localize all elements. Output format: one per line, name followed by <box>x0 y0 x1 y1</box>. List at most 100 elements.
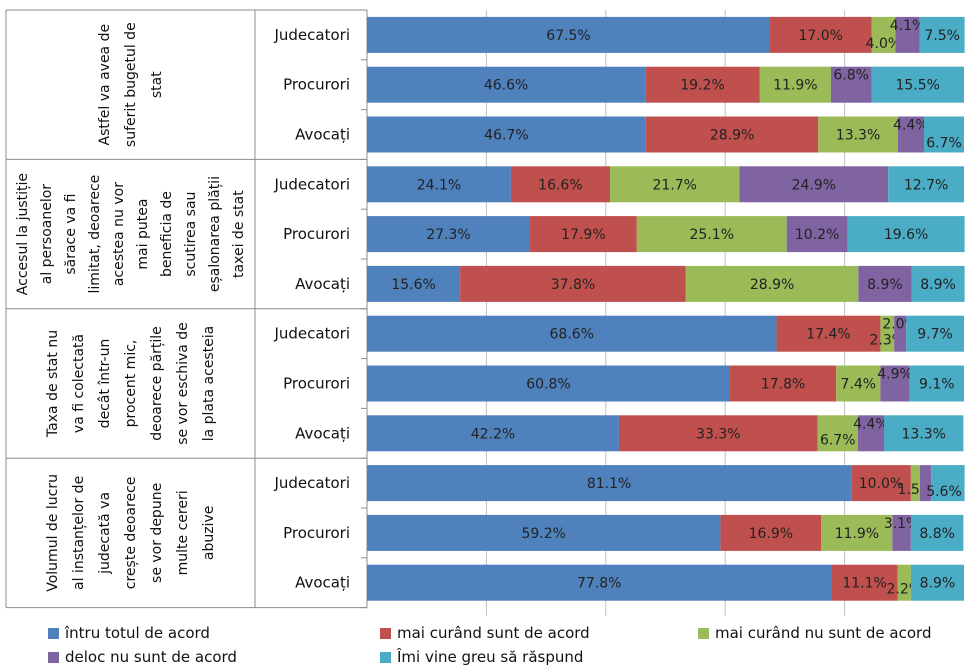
bar-segment <box>897 116 925 153</box>
data-label: 8.9% <box>920 576 956 592</box>
bar-segment <box>897 564 911 601</box>
group-label-line: acestea nu vor <box>111 182 127 286</box>
category-label: Avocați <box>295 275 350 293</box>
data-label: 4.1% <box>890 18 926 34</box>
data-label: 17.0% <box>798 28 842 44</box>
data-label: 67.5% <box>546 28 590 44</box>
group-label-line: Accesul la justiție <box>15 173 31 295</box>
bar-segment <box>367 116 646 153</box>
bar-segment <box>510 166 610 203</box>
bar-segment <box>759 66 831 103</box>
legend-label: mai curând sunt de acord <box>397 624 590 642</box>
group-label-line: sărace va fi <box>63 194 79 275</box>
data-label: 15.5% <box>895 78 939 94</box>
data-label: 12.7% <box>904 177 948 193</box>
category-label: Avocați <box>295 126 350 144</box>
data-label: 8.8% <box>919 526 955 542</box>
bar-segment <box>786 216 848 253</box>
data-label: 6.7% <box>820 432 856 448</box>
bar-segment <box>367 564 832 601</box>
legend-swatch <box>48 651 59 663</box>
bar-segment <box>367 66 646 103</box>
bar-segment <box>906 315 964 352</box>
data-label: 24.1% <box>417 177 461 193</box>
data-label: 19.2% <box>680 78 724 94</box>
group-label: Accesul la justiție al persoanelor sărace … <box>15 173 247 295</box>
bar-segment <box>367 365 730 402</box>
group-label-line: va fi colectată <box>71 334 87 433</box>
data-label: 81.1% <box>587 476 631 492</box>
category-label: Judecatori <box>273 325 350 343</box>
legend-item: întru totul de acord <box>48 624 210 642</box>
bar-segment <box>847 216 965 253</box>
group-label-line: Taxa de stat nu <box>45 330 61 438</box>
group-label-line: se vor depune <box>149 483 165 583</box>
category-label: Procurori <box>283 524 350 542</box>
data-label: 9.7% <box>917 327 953 343</box>
legend-item: Îmi vine greu să răspund <box>380 648 583 666</box>
data-label: 3.1% <box>884 516 920 532</box>
bar-segment <box>645 66 760 103</box>
legend-label: Îmi vine greu să răspund <box>397 648 584 666</box>
legend-item: mai curând nu sunt de acord <box>698 624 931 642</box>
legend-swatch <box>698 627 709 639</box>
group-label-line: Volumul de lucru <box>45 474 61 592</box>
bar-segment <box>931 465 965 502</box>
data-label: 13.3% <box>836 128 880 144</box>
bar-segment <box>729 365 837 402</box>
bar-segment <box>367 465 852 502</box>
bar-segment <box>739 166 889 203</box>
data-label: 8.9% <box>867 277 903 293</box>
group-label-line: se vor eschiva de <box>175 322 191 445</box>
bar-segment <box>909 365 964 402</box>
bar-segment <box>831 564 898 601</box>
data-label: 11.9% <box>773 78 817 94</box>
bar-segment <box>880 315 895 352</box>
group-label-line: la plata acesteia <box>201 326 217 442</box>
group-label-line: beneficia de <box>159 191 175 277</box>
category-label: Avocați <box>295 574 350 592</box>
data-label: 25.1% <box>690 227 734 243</box>
bar-segment <box>924 116 964 153</box>
category-label: Judecatori <box>273 474 350 492</box>
bar-segment <box>645 116 819 153</box>
data-label: 7.5% <box>924 28 960 44</box>
data-label: 4.9% <box>877 367 913 383</box>
data-label: 8.9% <box>920 277 956 293</box>
data-label: 16.9% <box>749 526 793 542</box>
data-label: 42.2% <box>471 426 515 442</box>
legend-swatch <box>380 627 391 639</box>
data-label: 17.9% <box>561 227 605 243</box>
bar-segment <box>821 514 893 551</box>
data-label: 15.6% <box>391 277 435 293</box>
bar-segment <box>858 265 912 302</box>
group-label: Volumul de lucru al instanțelor de judecat… <box>45 474 217 592</box>
legend-swatch <box>380 651 391 663</box>
group-label-line: crește deoarece <box>123 477 139 590</box>
category-label: Judecatori <box>273 175 350 193</box>
bar-segment <box>460 265 686 302</box>
bar-segment <box>618 415 818 452</box>
category-label: Judecatori <box>273 26 350 44</box>
group-label-line: mai putea <box>135 199 151 270</box>
bar-segment <box>720 514 822 551</box>
bar-segment <box>919 465 932 502</box>
bar-segment <box>776 315 881 352</box>
data-label: 46.6% <box>484 78 528 94</box>
bar-segment <box>367 265 461 302</box>
data-label: 5.6% <box>926 484 962 500</box>
bar-segment <box>830 66 872 103</box>
data-label: 77.8% <box>577 576 621 592</box>
bar-segment <box>769 16 872 53</box>
group-label-line: decât într-un <box>97 339 113 429</box>
bar-segment <box>367 514 721 551</box>
data-label: 4.4% <box>893 118 929 134</box>
category-label: Procurori <box>283 375 350 393</box>
bar-segment <box>895 16 920 53</box>
bar-segment <box>880 365 910 402</box>
bar-segment <box>817 415 858 452</box>
legend-label: întru totul de acord <box>65 624 210 642</box>
bar-segment <box>910 514 964 551</box>
data-label: 17.4% <box>806 327 850 343</box>
bar-segment <box>888 166 964 203</box>
